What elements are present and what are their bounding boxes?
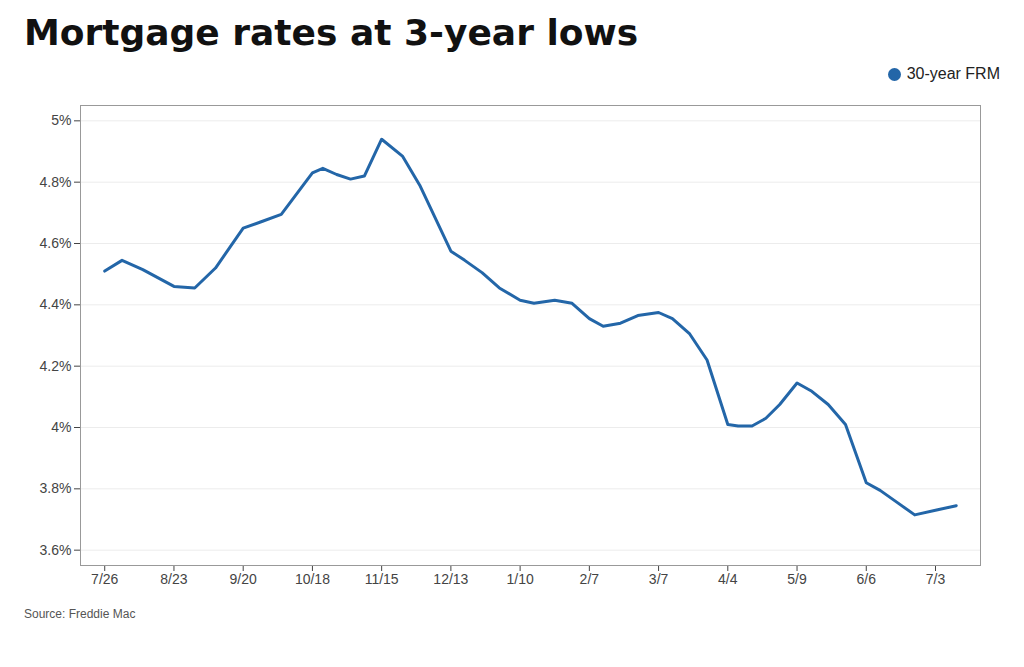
svg-text:1/10: 1/10	[506, 572, 533, 588]
svg-text:3.8%: 3.8%	[40, 481, 72, 497]
svg-text:4.2%: 4.2%	[40, 358, 72, 374]
html-text:30-year FRM: 30-year FRM	[906, 65, 1000, 83]
svg-text:10/18: 10/18	[295, 572, 330, 588]
svg-text:3.6%: 3.6%	[40, 542, 72, 558]
svg-text:4/4: 4/4	[718, 572, 738, 588]
svg-text:4.8%: 4.8%	[40, 174, 72, 190]
svg-text:4%: 4%	[51, 419, 71, 435]
svg-text:5/9: 5/9	[787, 572, 807, 588]
html-text:Source: Freddie Mac: Source: Freddie Mac	[24, 607, 136, 622]
svg-text:6/6: 6/6	[857, 572, 877, 588]
svg-text:7/3: 7/3	[926, 572, 946, 588]
svg-text:11/15: 11/15	[365, 572, 399, 588]
svg-text:2/7: 2/7	[580, 572, 600, 588]
svg-text:9/20: 9/20	[230, 572, 257, 588]
svg-text:4.4%: 4.4%	[40, 297, 72, 313]
html-text:Mortgage rates at 3-year lows: Mortgage rates at 3-year lows	[24, 12, 639, 53]
svg-text:5%: 5%	[51, 113, 71, 129]
svg-text:4.6%: 4.6%	[40, 235, 72, 251]
svg-text:3/7: 3/7	[649, 572, 669, 588]
svg-text:12/13: 12/13	[433, 572, 468, 588]
svg-text:8/23: 8/23	[160, 572, 187, 588]
svg-text:7/26: 7/26	[91, 572, 118, 588]
